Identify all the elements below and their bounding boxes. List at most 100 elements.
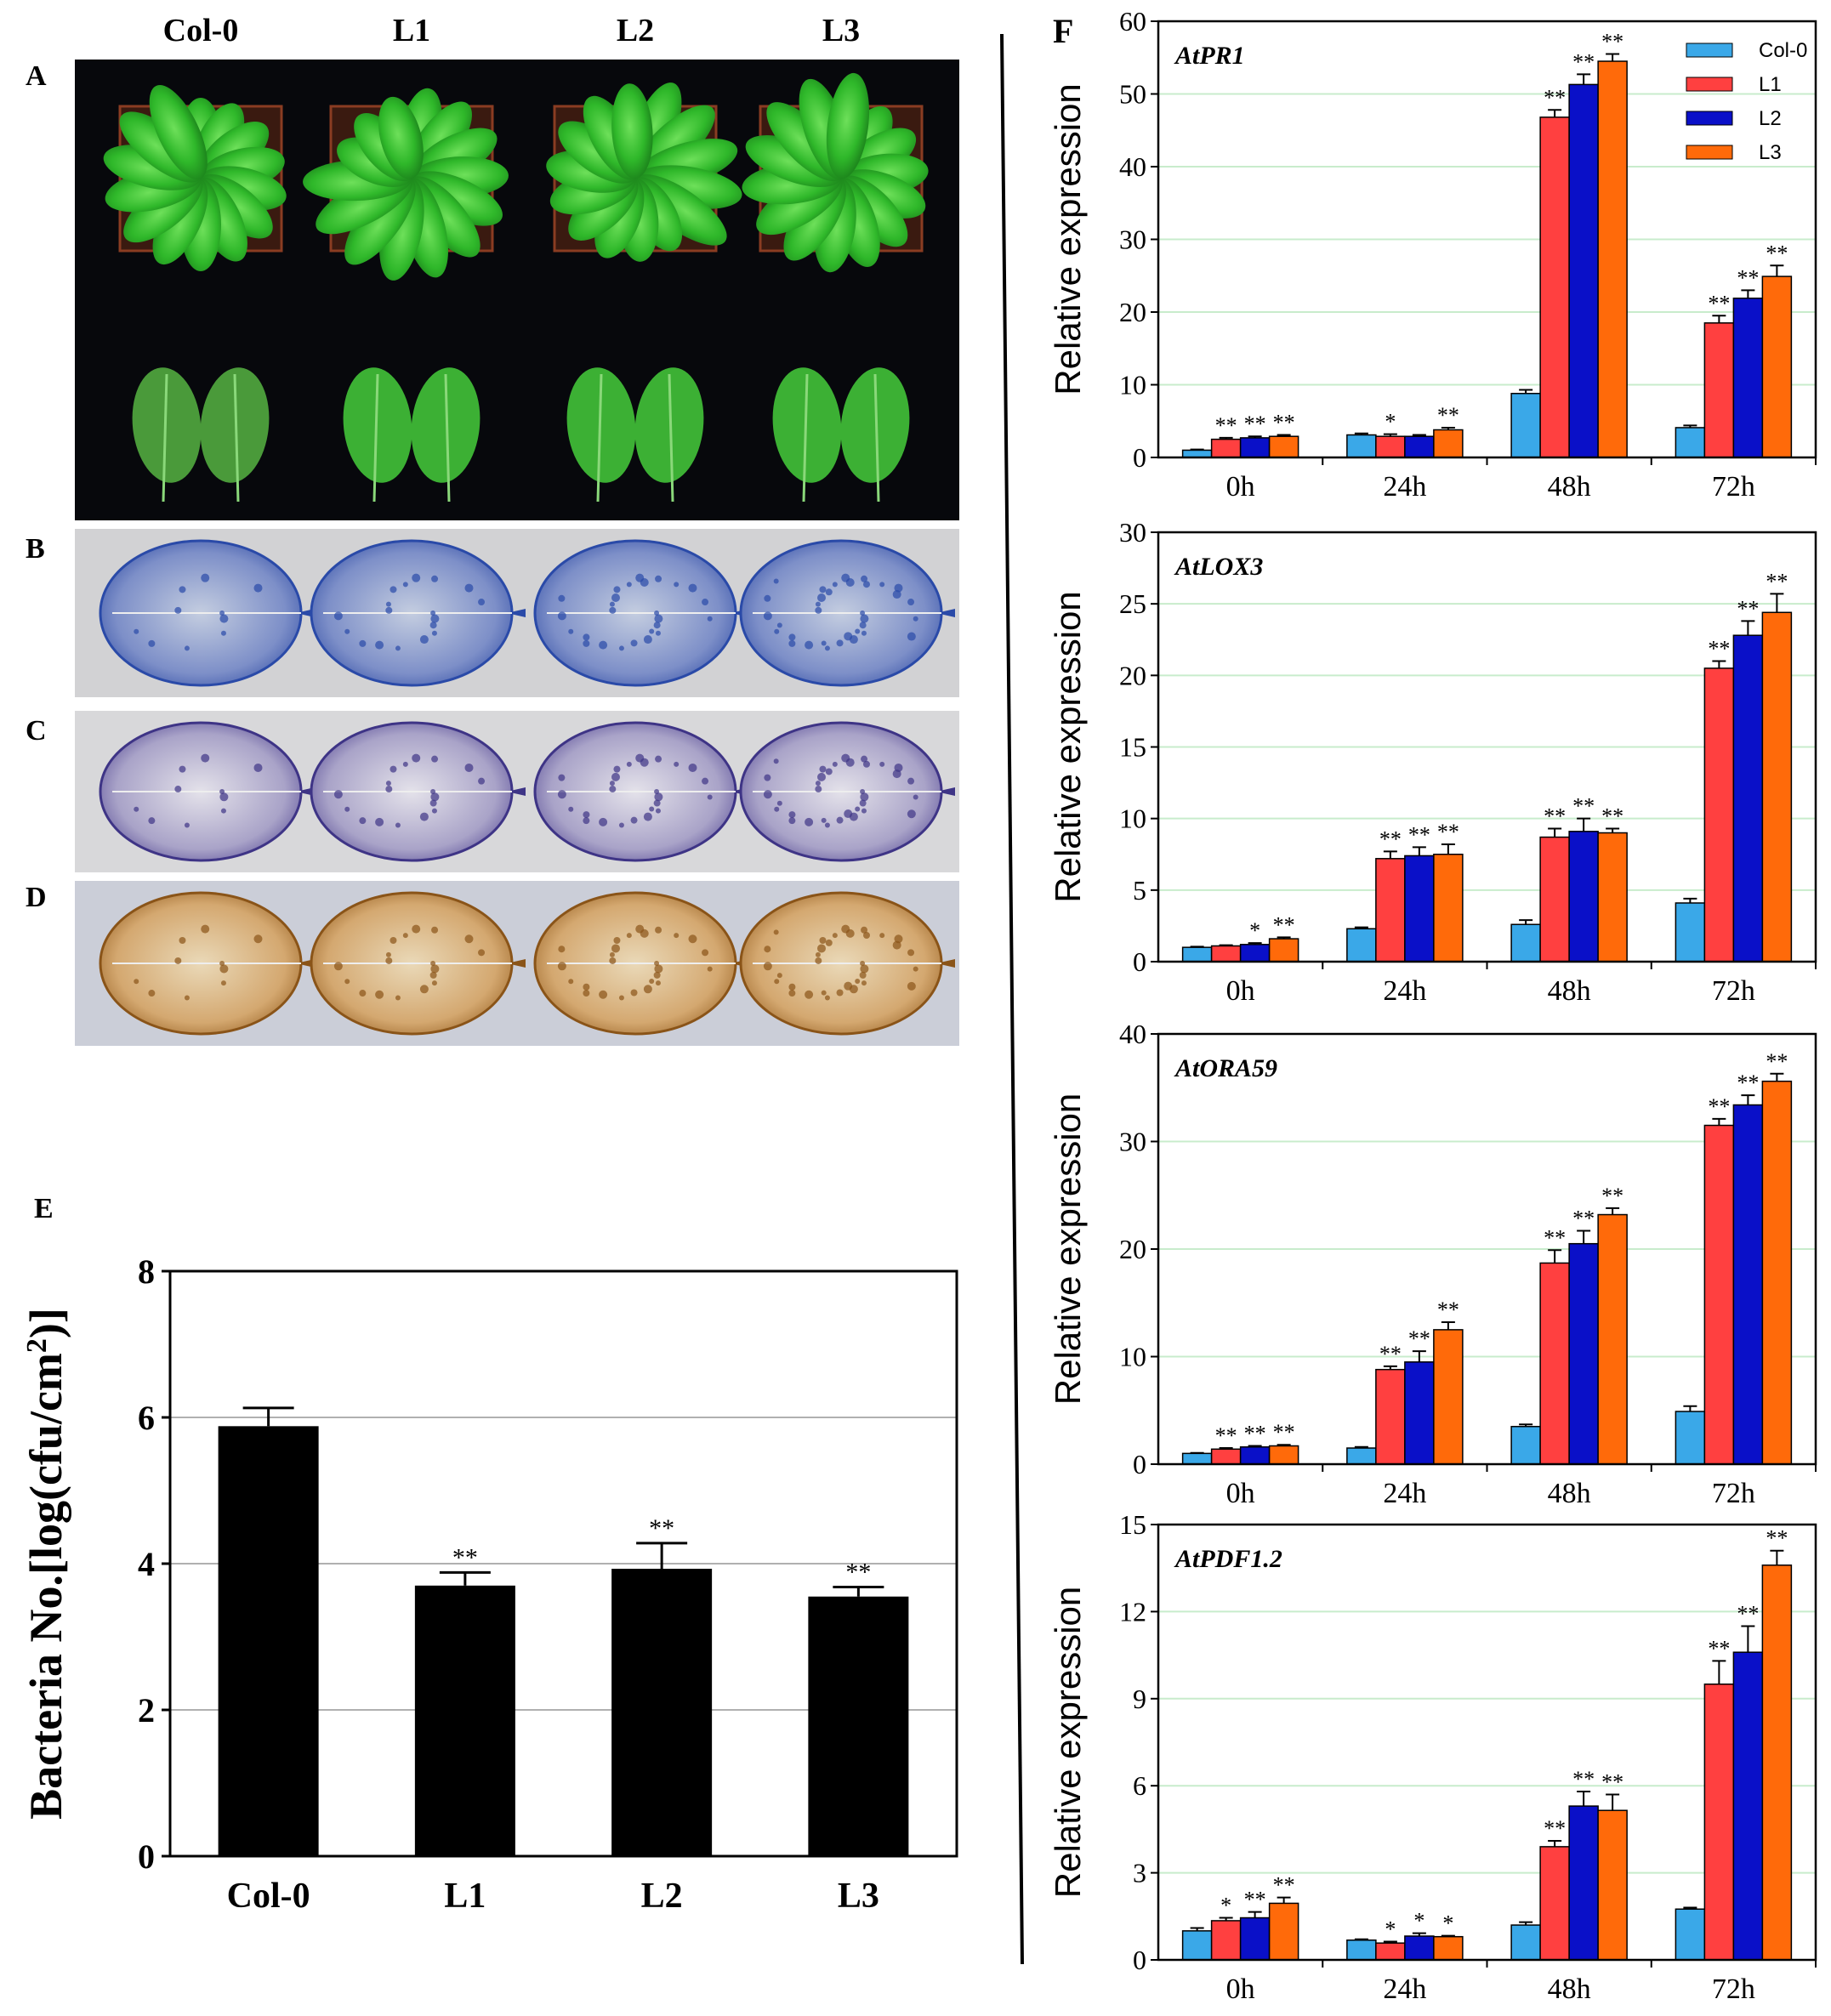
bar-l2 [1239,1917,1271,1961]
stain-spot [913,616,918,622]
stain-spot [861,808,867,814]
stain-spot [375,640,384,650]
stain-spot [568,806,574,812]
significance-marker: * [1385,1917,1396,1941]
stain-spot [654,792,663,802]
stain-spot [815,781,821,787]
significance-marker: ** [1708,637,1730,662]
significance-marker: ** [1766,1049,1788,1074]
significance-marker: ** [1437,820,1459,844]
stain-spot [599,817,608,826]
significance-marker: ** [649,1514,674,1542]
x-tick-label: L3 [838,1877,879,1916]
photo-col-header-l1: L1 [393,13,430,48]
y-tick-label: 12 [1119,1596,1146,1627]
stain-spot [630,639,638,647]
stain-spot [613,765,621,773]
legend-swatch [1686,111,1733,126]
bar-l3 [1597,832,1628,963]
stain-spot [763,962,772,971]
photo-col-header-l3: L3 [822,13,860,48]
stain-spot [402,761,408,767]
significance-marker: ** [1244,1421,1266,1445]
stain-spot [654,614,663,623]
x-tick-label: 24h [1383,471,1426,503]
significance-marker: ** [1244,1888,1266,1912]
y-axis-label: Relative expression [1048,1093,1088,1406]
stain-spot [655,980,661,986]
gene-label: AtLOX3 [1174,553,1263,581]
x-tick-label: 0h [1226,1478,1255,1509]
bar-l2 [1239,437,1271,458]
stain-spot [764,594,771,602]
stain-spot [649,628,655,634]
gene-label: AtORA59 [1174,1054,1277,1082]
stain-spot [402,933,408,939]
bar-col0 [1346,1447,1377,1465]
stain-spot [832,761,838,767]
stain-spot [333,611,343,621]
x-tick-label: 48h [1548,1973,1591,2005]
leaf-midrib [233,373,240,503]
stain-spot [583,990,590,997]
stain-spot [419,635,429,645]
leaf-petiole [296,959,315,968]
panel-a-plant-photo [75,60,959,520]
stain-spot [861,755,868,763]
detached-leaf [840,367,910,483]
stain-spot [654,610,660,616]
bar-l2 [1568,1242,1599,1465]
stain-spot [655,926,662,934]
bar-col0 [1346,1939,1377,1961]
stain-spot [707,966,713,972]
bar-l3 [1433,429,1464,458]
stain-spot [412,924,421,934]
plot-frame [168,1269,958,1858]
leaf-petiole [936,787,955,796]
y-tick-label: 10 [1119,804,1146,834]
significance-marker: ** [1766,241,1788,265]
y-tick-label: 30 [1119,224,1146,255]
stain-spot [707,616,713,622]
stain-spot [626,933,632,939]
stain-spot [907,599,915,606]
stain-spot [805,990,814,999]
stain-spot [643,635,652,645]
stain-spot [653,971,661,979]
bar-l2 [1568,831,1599,963]
bar-l1 [1703,322,1735,458]
stain-spot [655,575,662,582]
stain-spot [879,761,885,767]
stain-spot [674,582,680,588]
stain-spot [776,622,782,628]
stain-spot [836,989,844,997]
x-tick-label: L1 [444,1877,486,1916]
stain-spot [845,578,855,588]
stain-spot [611,772,620,781]
stain-spot [464,763,474,772]
stain-spot [824,645,830,651]
stain-spot [653,622,661,629]
leaf-midrib [372,373,379,503]
bar-l2 [1732,1104,1764,1465]
significance-marker: ** [1437,1298,1459,1322]
stain-spot [219,614,229,623]
y-tick-label: 60 [1119,6,1146,37]
y-tick-label: 20 [1119,297,1146,327]
bar-l2 [1404,1935,1435,1961]
bar-col0 [1181,1930,1213,1961]
stain-spot [179,765,186,773]
stain-spot [892,769,901,779]
x-tick-label: 48h [1548,1478,1591,1509]
stain-spot [655,808,661,814]
bar-col0 [1510,1924,1541,1961]
y-tick-label: 2 [138,1691,155,1729]
stain-spot [558,594,566,602]
stain-spot [913,966,918,972]
y-tick-label: 0 [1133,946,1146,977]
stain-spot [385,601,391,607]
stain-spot [907,949,915,957]
bar-l1 [1210,1448,1242,1465]
x-tick-label: 24h [1383,1973,1426,2005]
